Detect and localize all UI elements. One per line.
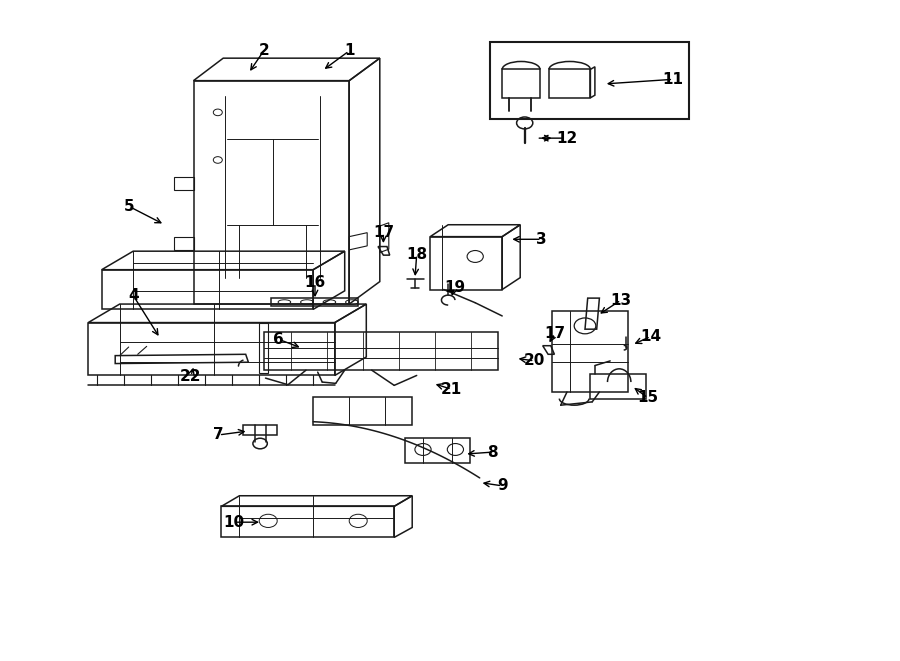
Text: 16: 16 bbox=[304, 276, 326, 290]
Text: 19: 19 bbox=[444, 280, 465, 295]
Text: 8: 8 bbox=[487, 445, 498, 459]
Text: 18: 18 bbox=[406, 247, 428, 262]
Text: 12: 12 bbox=[556, 131, 578, 145]
Text: 15: 15 bbox=[637, 391, 659, 405]
Text: 14: 14 bbox=[640, 329, 662, 344]
Text: 1: 1 bbox=[344, 44, 355, 58]
Text: 21: 21 bbox=[441, 382, 463, 397]
Text: 22: 22 bbox=[180, 369, 202, 383]
Text: 13: 13 bbox=[610, 293, 632, 307]
Text: 9: 9 bbox=[497, 479, 508, 493]
Text: 20: 20 bbox=[524, 354, 545, 368]
Text: 7: 7 bbox=[213, 428, 224, 442]
Text: 3: 3 bbox=[536, 232, 547, 247]
Text: 11: 11 bbox=[662, 72, 684, 87]
Text: 2: 2 bbox=[258, 44, 269, 58]
Text: 12: 12 bbox=[0, 660, 1, 661]
Text: 17: 17 bbox=[373, 225, 394, 240]
Text: 6: 6 bbox=[273, 332, 284, 346]
Text: 17: 17 bbox=[544, 326, 565, 340]
Text: 5: 5 bbox=[123, 199, 134, 214]
Text: 10: 10 bbox=[223, 515, 245, 529]
Text: 4: 4 bbox=[128, 288, 139, 303]
